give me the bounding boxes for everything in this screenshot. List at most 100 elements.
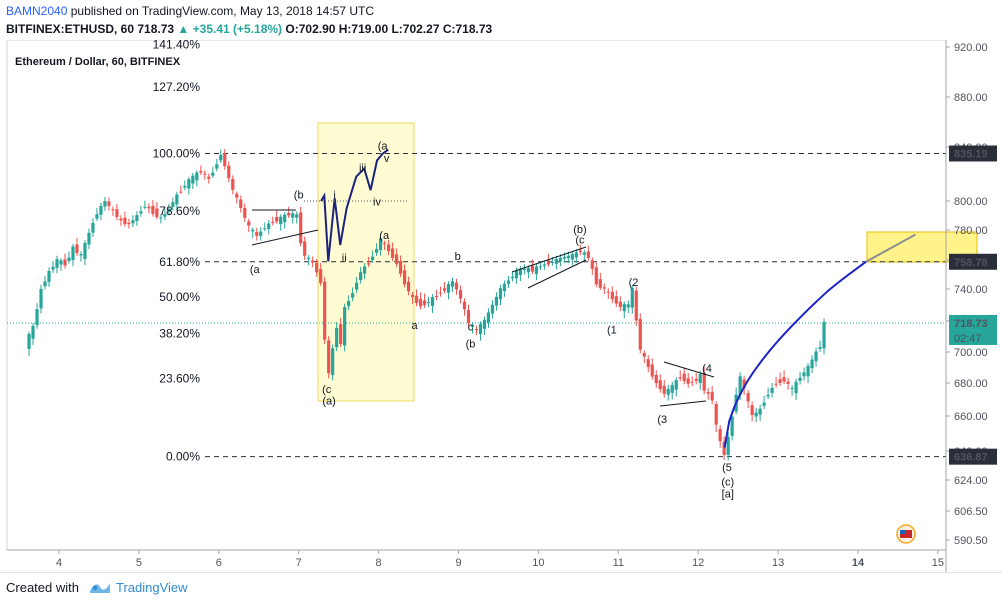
candle-body <box>786 381 790 384</box>
candle-body <box>650 364 654 377</box>
candle-body <box>299 212 303 244</box>
tradingview-brand-link[interactable]: TradingView <box>116 580 188 595</box>
candle-body <box>203 173 207 175</box>
candle-body <box>87 232 91 245</box>
x-tick-label-2: 6 <box>216 557 222 569</box>
candle-body <box>375 249 379 253</box>
wave-label-1: (a <box>250 264 261 276</box>
x-tick-label-6: 10 <box>532 557 544 569</box>
ohlc-values: O:702.90 H:719.00 L:702.27 C:718.73 <box>285 22 493 36</box>
wave-label-7: ii <box>342 252 347 264</box>
candle-body <box>758 408 762 415</box>
candle-body <box>359 272 363 281</box>
candle-body <box>462 301 467 310</box>
publish-line: BAMN2040 published on TradingView.com, M… <box>6 4 374 18</box>
candle-body <box>351 293 355 298</box>
wave-label-14: (b <box>466 338 476 350</box>
candle-body <box>782 377 786 382</box>
candle-body <box>686 378 690 384</box>
candle-body <box>466 309 471 323</box>
fib-label-3: 78.60% <box>159 204 200 218</box>
candle-body <box>450 281 455 287</box>
candle-body <box>638 319 642 350</box>
candle-body <box>183 185 187 188</box>
candle-body <box>291 213 295 218</box>
fib-label-8: 0.00% <box>166 450 200 464</box>
candle-body <box>402 270 407 285</box>
candle-body <box>347 300 351 307</box>
candle-body <box>738 376 742 395</box>
candle-body <box>211 172 215 176</box>
candle-body <box>730 416 734 436</box>
x-tick-label-3: 7 <box>296 557 302 569</box>
candle-body <box>778 379 782 383</box>
candle-body <box>658 380 662 390</box>
candle-body <box>478 324 483 335</box>
candle-body <box>434 296 439 298</box>
candle-body <box>750 405 754 416</box>
wave-label-16: (c <box>575 235 585 247</box>
candle-body <box>339 324 343 344</box>
author-link[interactable]: BAMN2040 <box>6 4 68 18</box>
candle-body <box>367 263 371 265</box>
candle-body <box>526 268 531 273</box>
candle-body <box>143 206 147 208</box>
candle-body <box>442 288 447 291</box>
wave-label-22: (c) <box>721 476 734 488</box>
candle-body <box>418 298 423 307</box>
x-tick-label-8: 12 <box>692 557 704 569</box>
y-tick-label-6: 740.00 <box>954 284 988 296</box>
candle-body <box>562 256 566 259</box>
candle-body <box>159 217 163 219</box>
candle-body <box>323 281 327 340</box>
wedge-top-bc <box>511 246 587 273</box>
candle-body <box>710 392 714 401</box>
countdown-bg <box>949 330 997 345</box>
candle-body <box>534 266 539 274</box>
price-chart[interactable]: Ethereum / Dollar, 60, BITFINEX 141.40% 12… <box>0 40 1002 572</box>
candle-body <box>251 229 255 232</box>
candle-body <box>410 294 415 297</box>
candle-body <box>682 373 686 382</box>
candle-body <box>187 179 191 189</box>
candle-body <box>51 266 55 270</box>
candle-body <box>498 288 503 300</box>
candle-body <box>690 381 694 383</box>
y-tick-label-14: 590.50 <box>954 535 988 547</box>
candle-body <box>438 292 443 294</box>
candle-body <box>335 327 339 348</box>
wave-label-4: iii <box>359 162 366 174</box>
candle-body <box>630 288 634 308</box>
candle-body <box>726 436 730 455</box>
projected-wave-path <box>320 148 389 262</box>
wave-label-0: (b <box>294 189 304 201</box>
target-trend-line <box>865 233 917 263</box>
symbol-line: BITFINEX:ETHUSD, 60 718.73 ▲ +35.41 (+5.… <box>6 22 492 36</box>
candle-body <box>742 379 746 389</box>
wave-label-10: (a) <box>322 395 335 407</box>
candle-body <box>506 280 511 284</box>
x-tick-label-1: 5 <box>136 557 142 569</box>
candle-body <box>762 402 766 406</box>
price-tag-0: 835.19 <box>954 148 988 160</box>
candle-body <box>123 217 127 225</box>
x-tick-label-7: 11 <box>613 557 624 569</box>
wave-label-13: c <box>468 321 474 333</box>
candle-body <box>454 282 459 290</box>
candle-body <box>227 165 231 179</box>
x-tick-label-9: 13 <box>772 557 784 569</box>
candle-body <box>494 296 499 306</box>
candle-body <box>27 333 31 349</box>
chart-header: BAMN2040 published on TradingView.com, M… <box>0 0 1002 40</box>
candle-body <box>698 374 702 383</box>
candle-body <box>195 172 199 181</box>
candle-body <box>75 244 79 254</box>
y-tick-label-8: 700.00 <box>954 347 988 359</box>
candle-body <box>538 266 542 268</box>
candle-body <box>131 220 135 224</box>
candle-body <box>554 259 558 264</box>
candle-body <box>119 218 123 221</box>
candle-body <box>806 365 810 377</box>
fib-label-0: 141.40% <box>153 40 201 52</box>
last-price: 718.73 <box>137 22 175 36</box>
